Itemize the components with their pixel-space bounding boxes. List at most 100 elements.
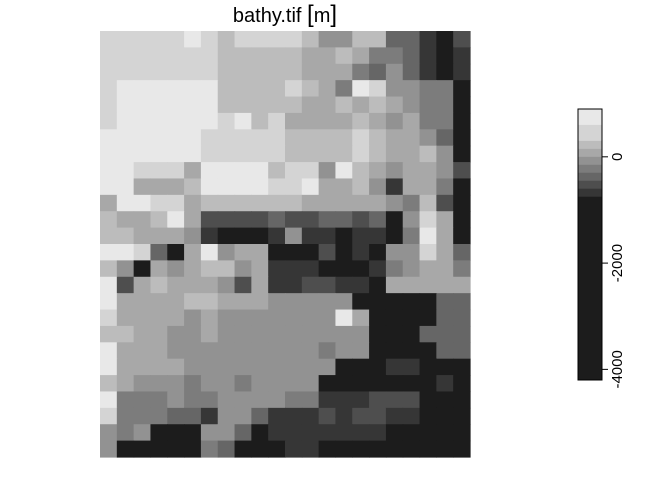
raster-cell <box>116 276 135 294</box>
raster-cell <box>234 194 252 212</box>
raster-cell <box>133 129 152 147</box>
colorbar-tick-label: 0 <box>609 153 626 161</box>
raster-cell <box>116 260 135 278</box>
raster-cell <box>116 424 135 442</box>
raster-cell <box>285 194 303 212</box>
raster-cell <box>419 342 437 360</box>
raster-cell <box>251 358 269 376</box>
raster-cell <box>100 391 118 409</box>
raster-cell <box>436 293 454 311</box>
raster-cell <box>436 325 454 343</box>
raster-cell <box>234 342 252 360</box>
raster-cell <box>184 63 202 81</box>
raster-cell <box>453 96 471 114</box>
raster-cell <box>301 407 320 425</box>
raster-cell <box>369 309 387 327</box>
raster-cell <box>436 112 454 130</box>
raster-cell <box>335 407 353 425</box>
raster-cell <box>200 194 219 212</box>
raster-cell <box>285 129 303 147</box>
raster-cell <box>436 424 454 442</box>
raster-cell <box>150 407 168 425</box>
raster-cell <box>200 31 219 48</box>
raster-cell <box>318 47 337 65</box>
raster-cell <box>453 407 471 425</box>
raster-cell <box>301 227 320 245</box>
raster-cell <box>167 244 185 261</box>
raster-cell <box>318 96 337 114</box>
raster-cell <box>150 375 168 393</box>
raster-cell <box>150 227 168 245</box>
raster-cell <box>200 129 219 147</box>
raster-cell <box>385 194 404 212</box>
raster-cell <box>301 178 320 196</box>
raster-cell <box>150 96 168 114</box>
raster-cell <box>402 358 421 376</box>
raster-cell <box>369 96 387 114</box>
raster-cell <box>402 276 421 294</box>
raster-cell <box>150 424 168 442</box>
raster-cell <box>234 112 252 130</box>
raster-cell <box>419 194 437 212</box>
raster-cell <box>167 80 185 98</box>
raster-cell <box>268 112 286 130</box>
raster-cell <box>453 112 471 130</box>
raster-cell <box>200 211 219 229</box>
raster-cell <box>234 276 252 294</box>
raster-cell <box>217 31 236 48</box>
raster-cell <box>150 194 168 212</box>
raster-cell <box>335 96 353 114</box>
raster-cell <box>217 63 236 81</box>
raster-cell <box>100 424 118 442</box>
raster-cell <box>217 227 236 245</box>
raster-cell <box>352 145 370 163</box>
raster-cell <box>251 31 269 48</box>
raster-cell <box>301 375 320 393</box>
raster-cell <box>436 440 454 458</box>
raster-cell <box>100 112 118 130</box>
raster-cell <box>150 244 168 261</box>
raster-cell <box>402 31 421 48</box>
raster-cell <box>352 80 370 98</box>
raster-cell <box>436 63 454 81</box>
raster-cell <box>116 129 135 147</box>
raster-cell <box>335 424 353 442</box>
raster-cell <box>369 375 387 393</box>
raster-cell <box>251 112 269 130</box>
raster-cell <box>419 178 437 196</box>
raster-cell <box>150 440 168 458</box>
raster-cell <box>453 129 471 147</box>
raster-cell <box>352 358 370 376</box>
raster-cell <box>419 325 437 343</box>
raster-cell <box>150 342 168 360</box>
raster-cell <box>116 145 135 163</box>
raster-cell <box>385 309 404 327</box>
raster-cell <box>436 145 454 163</box>
raster-cell <box>385 96 404 114</box>
raster-cell <box>184 260 202 278</box>
raster-cell <box>301 325 320 343</box>
raster-cell <box>167 96 185 114</box>
raster-cell <box>184 424 202 442</box>
chart-title: bathy.tif [m] <box>0 1 570 29</box>
raster-cell <box>301 391 320 409</box>
raster-cell <box>200 325 219 343</box>
raster-cell <box>402 375 421 393</box>
raster-cell <box>200 145 219 163</box>
raster-cell <box>436 407 454 425</box>
raster-cell <box>268 424 286 442</box>
raster-cell <box>251 244 269 261</box>
raster-cell <box>268 358 286 376</box>
raster-cell <box>419 244 437 261</box>
title-text: bathy.tif <box>232 5 302 27</box>
raster-cell <box>217 194 236 212</box>
raster-cell <box>133 145 152 163</box>
raster-cell <box>385 80 404 98</box>
raster-cell <box>184 80 202 98</box>
raster-cell <box>133 80 152 98</box>
raster-cell <box>184 244 202 261</box>
raster-cell <box>301 293 320 311</box>
raster-cell <box>335 325 353 343</box>
raster-cell <box>234 162 252 180</box>
